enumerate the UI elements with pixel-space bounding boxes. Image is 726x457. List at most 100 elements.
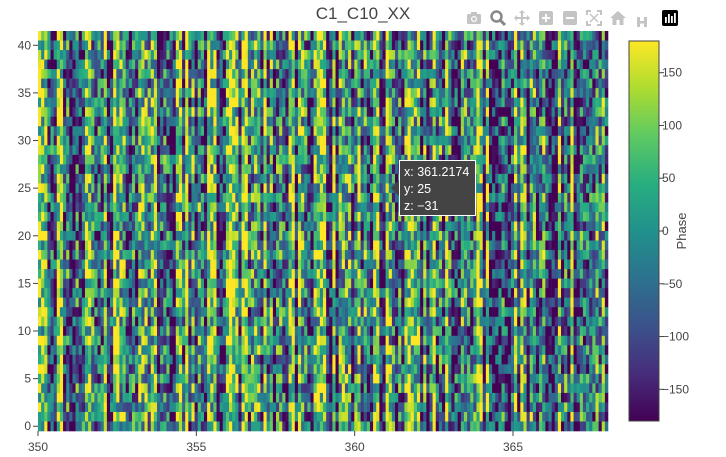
heatmap-cell[interactable] — [104, 231, 107, 241]
heatmap-cell[interactable] — [82, 260, 85, 270]
heatmap-cell[interactable] — [289, 279, 292, 289]
heatmap-cell[interactable] — [72, 212, 75, 222]
heatmap-cell[interactable] — [210, 250, 213, 260]
heatmap-cell[interactable] — [379, 69, 382, 79]
heatmap-cell[interactable] — [85, 164, 88, 174]
heatmap-cell[interactable] — [364, 183, 367, 193]
heatmap-cell[interactable] — [398, 317, 401, 327]
heatmap-cell[interactable] — [401, 231, 404, 241]
heatmap-cell[interactable] — [138, 69, 141, 79]
heatmap-cell[interactable] — [273, 174, 276, 184]
heatmap-cell[interactable] — [408, 336, 411, 346]
heatmap-cell[interactable] — [195, 69, 198, 79]
heatmap-cell[interactable] — [182, 164, 185, 174]
heatmap-cell[interactable] — [267, 364, 270, 374]
heatmap-cell[interactable] — [204, 317, 207, 327]
heatmap-cell[interactable] — [66, 202, 69, 212]
heatmap-cell[interactable] — [357, 69, 360, 79]
heatmap-cell[interactable] — [88, 364, 91, 374]
heatmap-cell[interactable] — [179, 60, 182, 70]
heatmap-cell[interactable] — [129, 183, 132, 193]
heatmap-cell[interactable] — [132, 107, 135, 117]
heatmap-cell[interactable] — [367, 155, 370, 165]
heatmap-cell[interactable] — [263, 69, 266, 79]
heatmap-cell[interactable] — [144, 31, 147, 41]
heatmap-cell[interactable] — [398, 393, 401, 403]
heatmap-cell[interactable] — [326, 155, 329, 165]
heatmap-cell[interactable] — [263, 288, 266, 298]
heatmap-cell[interactable] — [141, 174, 144, 184]
heatmap-cell[interactable] — [101, 221, 104, 231]
heatmap-cell[interactable] — [123, 31, 126, 41]
heatmap-cell[interactable] — [392, 107, 395, 117]
heatmap-cell[interactable] — [182, 79, 185, 89]
heatmap-cell[interactable] — [185, 260, 188, 270]
heatmap-cell[interactable] — [144, 98, 147, 108]
heatmap-cell[interactable] — [379, 88, 382, 98]
heatmap-cell[interactable] — [66, 355, 69, 365]
heatmap-cell[interactable] — [282, 98, 285, 108]
heatmap-cell[interactable] — [389, 260, 392, 270]
heatmap-cell[interactable] — [201, 50, 204, 60]
heatmap-cell[interactable] — [332, 41, 335, 51]
heatmap-cell[interactable] — [170, 41, 173, 51]
heatmap-cell[interactable] — [204, 60, 207, 70]
heatmap-cell[interactable] — [326, 326, 329, 336]
heatmap-cell[interactable] — [314, 241, 317, 251]
heatmap-cell[interactable] — [223, 364, 226, 374]
heatmap-cell[interactable] — [389, 126, 392, 136]
heatmap-cell[interactable] — [151, 336, 154, 346]
heatmap-cell[interactable] — [198, 79, 201, 89]
heatmap-cell[interactable] — [263, 374, 266, 384]
heatmap-cell[interactable] — [361, 31, 364, 41]
heatmap-cell[interactable] — [232, 374, 235, 384]
heatmap-cell[interactable] — [263, 336, 266, 346]
heatmap-cell[interactable] — [204, 155, 207, 165]
heatmap-cell[interactable] — [304, 383, 307, 393]
heatmap-cell[interactable] — [85, 155, 88, 165]
heatmap-cell[interactable] — [257, 88, 260, 98]
heatmap-cell[interactable] — [119, 412, 122, 422]
heatmap-cell[interactable] — [176, 260, 179, 270]
heatmap-cell[interactable] — [257, 383, 260, 393]
heatmap-cell[interactable] — [248, 136, 251, 146]
heatmap-cell[interactable] — [232, 41, 235, 51]
heatmap-cell[interactable] — [257, 355, 260, 365]
heatmap-cell[interactable] — [213, 221, 216, 231]
heatmap-cell[interactable] — [173, 31, 176, 41]
heatmap-cell[interactable] — [367, 145, 370, 155]
heatmap-cell[interactable] — [101, 326, 104, 336]
heatmap-cell[interactable] — [298, 41, 301, 51]
heatmap-cell[interactable] — [113, 345, 116, 355]
heatmap-cell[interactable] — [289, 50, 292, 60]
heatmap-cell[interactable] — [379, 336, 382, 346]
heatmap-cell[interactable] — [207, 88, 210, 98]
heatmap-cell[interactable] — [123, 269, 126, 279]
heatmap-cell[interactable] — [63, 31, 66, 41]
heatmap-cell[interactable] — [148, 50, 151, 60]
heatmap-cell[interactable] — [232, 279, 235, 289]
heatmap-cell[interactable] — [348, 279, 351, 289]
heatmap-cell[interactable] — [342, 402, 345, 412]
heatmap-cell[interactable] — [282, 279, 285, 289]
heatmap-cell[interactable] — [179, 279, 182, 289]
heatmap-cell[interactable] — [310, 345, 313, 355]
heatmap-cell[interactable] — [370, 202, 373, 212]
heatmap-cell[interactable] — [163, 155, 166, 165]
heatmap-cell[interactable] — [173, 145, 176, 155]
heatmap-cell[interactable] — [336, 355, 339, 365]
heatmap-cell[interactable] — [88, 402, 91, 412]
heatmap-cell[interactable] — [251, 193, 254, 203]
heatmap-cell[interactable] — [251, 317, 254, 327]
heatmap-cell[interactable] — [251, 383, 254, 393]
heatmap-cell[interactable] — [88, 98, 91, 108]
heatmap-cell[interactable] — [354, 60, 357, 70]
heatmap-cell[interactable] — [242, 126, 245, 136]
heatmap-cell[interactable] — [367, 364, 370, 374]
heatmap-cell[interactable] — [79, 326, 82, 336]
heatmap-cell[interactable] — [170, 155, 173, 165]
heatmap-cell[interactable] — [191, 241, 194, 251]
heatmap-cell[interactable] — [295, 298, 298, 308]
heatmap-cell[interactable] — [185, 374, 188, 384]
heatmap-cell[interactable] — [101, 31, 104, 41]
